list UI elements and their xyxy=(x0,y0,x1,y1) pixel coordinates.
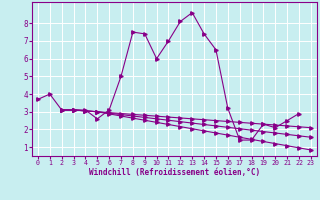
X-axis label: Windchill (Refroidissement éolien,°C): Windchill (Refroidissement éolien,°C) xyxy=(89,168,260,177)
